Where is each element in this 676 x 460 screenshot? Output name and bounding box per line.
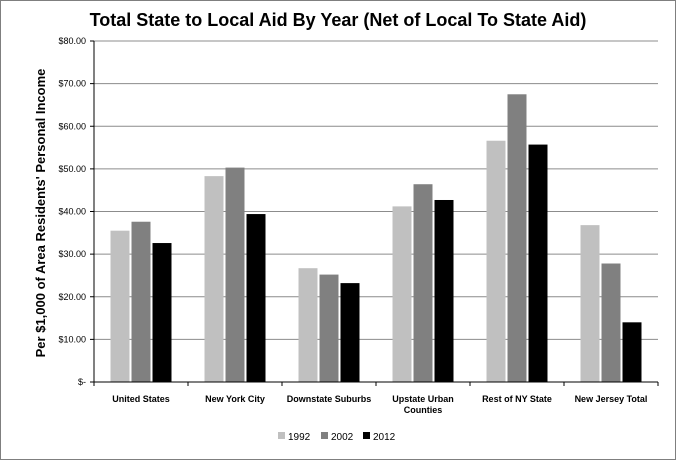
bar-2002 (413, 184, 433, 382)
y-axis-label: Per $1,000 of Area Residents' Personal I… (33, 69, 48, 358)
bar-1992 (392, 206, 412, 382)
y-axis-ticks: $- $10.00 $20.00 $30.00 $40.00 $50.00 $60.00 $7… (58, 36, 94, 387)
legend-swatch-2002 (321, 432, 328, 439)
x-category-label: United States (112, 394, 170, 404)
bar-1992 (110, 230, 130, 382)
x-category-label: Upstate Urban (392, 394, 454, 404)
legend-label: 2002 (331, 432, 354, 443)
legend: 1992 2002 2012 (278, 432, 396, 443)
y-tick-label: $30.00 (58, 249, 86, 259)
bar-1992 (486, 140, 506, 382)
bar-2012 (528, 144, 548, 382)
y-tick-label: $70.00 (58, 79, 86, 89)
bar-2002 (319, 274, 339, 382)
x-category-label: New York City (205, 394, 265, 404)
y-tick-label: $80.00 (58, 36, 86, 46)
bar-2012 (246, 214, 266, 382)
bar-2012 (340, 283, 360, 382)
legend-swatch-2012 (363, 432, 370, 439)
bar-2012 (152, 243, 172, 382)
bar-2012 (622, 322, 642, 382)
y-tick-label: $50.00 (58, 164, 86, 174)
gridlines (94, 40, 658, 340)
y-tick-label: $- (78, 377, 86, 387)
bar-1992 (204, 176, 224, 382)
x-category-label: Counties (404, 405, 443, 415)
y-tick-label: $40.00 (58, 207, 86, 217)
x-category-label: New Jersey Total (575, 394, 648, 404)
y-tick-label: $20.00 (58, 292, 86, 302)
y-tick-label: $10.00 (58, 334, 86, 344)
bar-1992 (580, 225, 600, 382)
legend-label: 2012 (373, 432, 396, 443)
x-axis-labels: United States New York City Downstate Subu… (112, 394, 647, 415)
legend-label: 1992 (288, 432, 311, 443)
chart-title: Total State to Local Aid By Year (Net of… (90, 10, 587, 30)
bar-2002 (225, 167, 245, 382)
x-category-label: Downstate Suburbs (287, 394, 372, 404)
legend-swatch-1992 (278, 432, 285, 439)
y-tick-label: $60.00 (58, 121, 86, 131)
bar-2012 (434, 199, 454, 382)
bar-2002 (507, 94, 527, 382)
bar-2002 (131, 221, 151, 382)
bars (110, 94, 642, 382)
bar-1992 (298, 268, 318, 382)
bar-2002 (601, 263, 621, 382)
axes (93, 41, 659, 386)
x-category-label: Rest of NY State (482, 394, 552, 404)
